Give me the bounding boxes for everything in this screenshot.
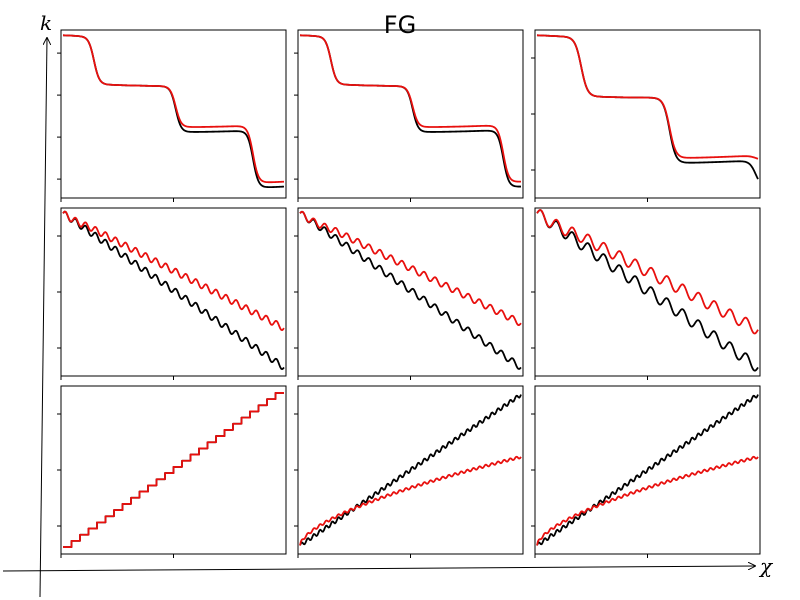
series-line-red [536, 455, 759, 546]
panel-r1c2 [294, 29, 524, 202]
series-line-black [299, 394, 522, 546]
vertical-axis-label: k [40, 11, 52, 35]
panel-r2c2 [294, 207, 524, 380]
panel-frame [60, 29, 287, 199]
horizontal-axis-label: χ [758, 554, 774, 578]
series-line-black [299, 210, 522, 370]
series-line-red [62, 34, 285, 184]
panel-r1c1 [57, 29, 287, 202]
panel-r3c1 [57, 385, 287, 558]
series-line-red [536, 209, 759, 335]
panel-frame [297, 207, 524, 377]
panel-frame [297, 29, 524, 199]
series-line-red [299, 210, 522, 326]
series-line-black [62, 210, 285, 371]
series-line-red [299, 34, 522, 183]
series-line-red [536, 34, 759, 160]
series-line-black [536, 394, 759, 546]
series-line-red [62, 210, 285, 332]
panel-r2c1 [57, 207, 287, 380]
vertical-axis-arrow [39, 38, 47, 598]
series-line-red [299, 455, 522, 546]
panel-frame [60, 207, 287, 377]
panel-r1c3 [531, 29, 761, 202]
panel-frame [534, 29, 761, 199]
figure-title: FG [384, 11, 416, 39]
panel-r3c2 [294, 385, 524, 558]
panel-r2c3 [531, 207, 761, 380]
panel-r3c3 [531, 385, 761, 558]
horizontal-axis-arrow [2, 566, 755, 572]
panel-grid [57, 29, 761, 558]
series-line-red [63, 392, 284, 548]
series-line-black [536, 209, 759, 372]
